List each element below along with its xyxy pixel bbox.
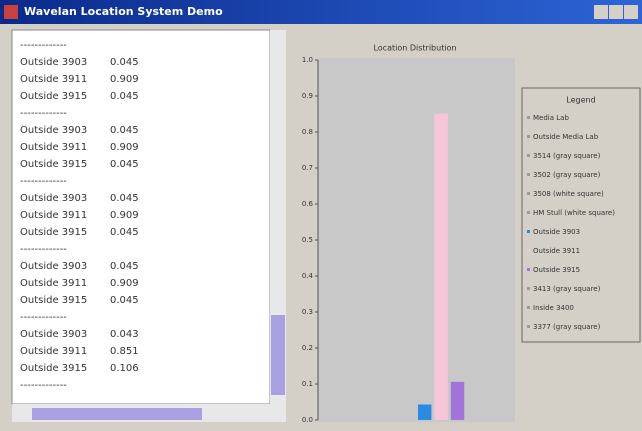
legend-swatch: [527, 268, 530, 271]
y-tick-label: 0.4: [302, 272, 314, 280]
window-title: Wavelan Location System Demo: [24, 5, 223, 18]
log-location: Outside 3903: [20, 329, 87, 340]
app-window: Wavelan Location System Demo Legend Loca…: [0, 0, 642, 431]
log-value: 0.909: [110, 142, 139, 153]
log-value: 0.045: [110, 91, 139, 102]
legend-entry: Inside 3400: [533, 304, 574, 312]
legend-swatch: [527, 135, 530, 138]
app-icon: [4, 5, 18, 19]
log-separator: -------------: [20, 108, 67, 119]
legend-entry: Media Lab: [533, 114, 569, 122]
legend-swatch: [527, 325, 530, 328]
log-separator: -------------: [20, 40, 67, 51]
log-location: Outside 3911: [20, 210, 87, 221]
minimize-button[interactable]: [594, 5, 608, 19]
y-tick-label: 0.3: [302, 308, 313, 316]
log-location: Outside 3911: [20, 278, 87, 289]
plot-area: [318, 58, 515, 422]
bar: [418, 405, 431, 420]
legend-swatch: [527, 154, 530, 157]
log-location: Outside 3915: [20, 363, 87, 374]
log-value: 0.045: [110, 261, 139, 272]
log-location: Outside 3911: [20, 142, 87, 153]
log-value: 0.851: [110, 346, 139, 357]
log-value: 0.043: [110, 329, 139, 340]
legend-entry: 3413 (gray square): [533, 285, 601, 293]
log-location: Outside 3915: [20, 227, 87, 238]
legend-swatch: [527, 287, 530, 290]
legend-swatch: [527, 192, 530, 195]
legend-swatch: [527, 230, 530, 233]
y-tick-label: 0.8: [302, 128, 313, 136]
maximize-button[interactable]: [609, 5, 623, 19]
vertical-thumb[interactable]: [271, 315, 285, 395]
y-tick-label: 0.7: [302, 164, 313, 172]
log-value: 0.045: [110, 193, 139, 204]
y-tick-label: 0.0: [302, 416, 313, 424]
horizontal-thumb[interactable]: [32, 408, 202, 420]
legend-entry: 3514 (gray square): [533, 152, 601, 160]
log-location: Outside 3915: [20, 159, 87, 170]
legend-swatch: [527, 173, 530, 176]
y-tick-label: 0.6: [302, 200, 314, 208]
log-value: 0.045: [110, 57, 139, 68]
legend-entry: Outside Media Lab: [533, 133, 599, 141]
y-tick-label: 1.0: [302, 56, 313, 64]
log-location: Outside 3911: [20, 346, 87, 357]
legend-title: Legend: [566, 96, 595, 105]
legend-entry: Outside 3911: [533, 247, 580, 255]
log-location: Outside 3903: [20, 125, 87, 136]
log-value: 0.045: [110, 159, 139, 170]
legend-entry: Outside 3915: [533, 266, 580, 274]
log-value: 0.106: [110, 363, 139, 374]
legend-swatch: [527, 211, 530, 214]
log-separator: -------------: [20, 176, 67, 187]
legend-swatch: [527, 116, 530, 119]
legend-swatch: [527, 249, 530, 252]
log-value: 0.909: [110, 278, 139, 289]
log-value: 0.045: [110, 227, 139, 238]
log-separator: -------------: [20, 244, 67, 255]
log-separator: -------------: [20, 312, 67, 323]
log-location: Outside 3911: [20, 74, 87, 85]
legend-entry: Outside 3903: [533, 228, 580, 236]
bar: [451, 382, 464, 420]
bar: [434, 114, 447, 420]
legend-entry: 3508 (white square): [533, 190, 604, 198]
log-value: 0.909: [110, 74, 139, 85]
close-button[interactable]: [624, 5, 638, 19]
log-value: 0.045: [110, 125, 139, 136]
y-tick-label: 0.5: [302, 236, 313, 244]
log-value: 0.909: [110, 210, 139, 221]
log-location: Outside 3915: [20, 91, 87, 102]
log-value: 0.045: [110, 295, 139, 306]
log-location: Outside 3903: [20, 57, 87, 68]
log-separator: -------------: [20, 380, 67, 391]
log-location: Outside 3903: [20, 193, 87, 204]
y-tick-label: 0.9: [302, 92, 313, 100]
y-tick-label: 0.1: [302, 380, 313, 388]
y-tick-label: 0.2: [302, 344, 313, 352]
legend-swatch: [527, 306, 530, 309]
legend-entry: 3377 (gray square): [533, 323, 601, 331]
log-location: Outside 3903: [20, 261, 87, 272]
legend-entry: HM Stull (white square): [533, 209, 615, 217]
log-location: Outside 3915: [20, 295, 87, 306]
chart-title: Location Distribution: [373, 44, 456, 53]
legend-entry: 3502 (gray square): [533, 171, 601, 179]
